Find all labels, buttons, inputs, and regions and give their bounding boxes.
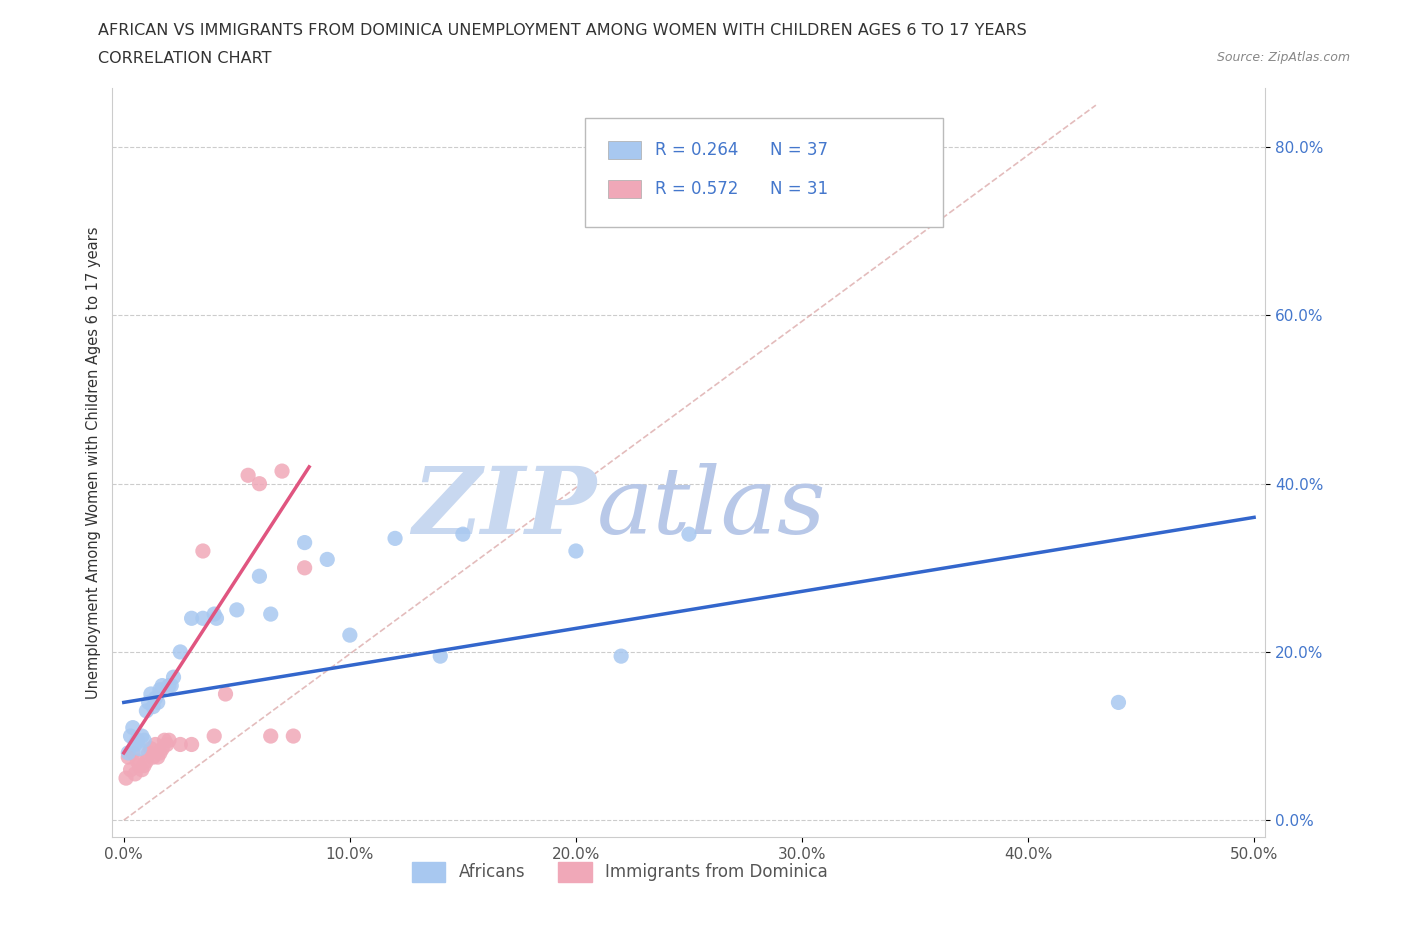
Point [283, 728, 305, 743]
Point [236, 468, 259, 483]
Point [294, 561, 316, 576]
Point [169, 737, 191, 752]
Point [202, 728, 225, 743]
Point [157, 733, 180, 748]
Point [260, 728, 283, 743]
Point [124, 766, 146, 781]
Point [153, 733, 176, 748]
Point [191, 611, 214, 626]
Point [202, 606, 225, 621]
Point [271, 464, 294, 479]
Point [128, 741, 150, 756]
Point [127, 733, 149, 748]
Point [142, 750, 165, 764]
Point [149, 683, 172, 698]
Point [145, 737, 167, 752]
Point [260, 606, 283, 621]
Point [117, 746, 139, 761]
Text: CORRELATION CHART: CORRELATION CHART [98, 51, 271, 66]
Point [249, 569, 271, 584]
Point [150, 741, 173, 756]
Point [131, 728, 153, 743]
Point [1107, 695, 1129, 710]
Point [139, 686, 162, 701]
Point [214, 686, 236, 701]
Point [249, 476, 271, 491]
Point [162, 670, 184, 684]
Point [121, 720, 143, 735]
Point [157, 678, 180, 693]
Point [146, 695, 169, 710]
Text: R = 0.572: R = 0.572 [655, 180, 738, 198]
Point [169, 644, 191, 659]
Point [429, 649, 451, 664]
Point [124, 737, 146, 752]
Point [138, 746, 160, 761]
Point [120, 728, 142, 743]
Point [134, 733, 156, 748]
Point [121, 746, 143, 761]
FancyBboxPatch shape [609, 140, 641, 159]
Legend: Africans, Immigrants from Dominica: Africans, Immigrants from Dominica [405, 855, 834, 888]
Point [294, 535, 316, 550]
Text: AFRICAN VS IMMIGRANTS FROM DOMINICA UNEMPLOYMENT AMONG WOMEN WITH CHILDREN AGES : AFRICAN VS IMMIGRANTS FROM DOMINICA UNEM… [98, 23, 1028, 38]
Point [149, 746, 172, 761]
Point [134, 758, 156, 773]
Point [316, 552, 339, 567]
Text: atlas: atlas [596, 462, 827, 552]
Point [150, 678, 173, 693]
Y-axis label: Unemployment Among Women with Children Ages 6 to 17 years: Unemployment Among Women with Children A… [86, 226, 101, 699]
Text: Source: ZipAtlas.com: Source: ZipAtlas.com [1216, 51, 1350, 64]
Point [205, 611, 228, 626]
Point [127, 754, 149, 769]
Point [135, 703, 157, 718]
Point [451, 526, 474, 541]
Point [145, 691, 167, 706]
Text: N = 37: N = 37 [770, 141, 828, 159]
FancyBboxPatch shape [609, 179, 641, 198]
Point [191, 543, 214, 558]
FancyBboxPatch shape [585, 118, 942, 227]
Text: R = 0.264: R = 0.264 [655, 141, 738, 159]
Point [384, 531, 406, 546]
Point [180, 611, 202, 626]
Point [156, 737, 179, 752]
Point [135, 754, 157, 769]
Point [139, 741, 162, 756]
Point [138, 695, 160, 710]
Point [565, 543, 588, 558]
Text: N = 31: N = 31 [770, 180, 828, 198]
Point [128, 758, 150, 773]
Text: ZIP: ZIP [412, 462, 596, 552]
Point [339, 628, 361, 643]
Point [160, 678, 183, 693]
Point [610, 649, 633, 664]
Point [131, 763, 153, 777]
Point [146, 750, 169, 764]
Point [120, 763, 142, 777]
Point [678, 526, 700, 541]
Point [117, 750, 139, 764]
Point [142, 699, 165, 714]
Point [115, 771, 138, 786]
Point [225, 603, 247, 618]
Point [180, 737, 202, 752]
